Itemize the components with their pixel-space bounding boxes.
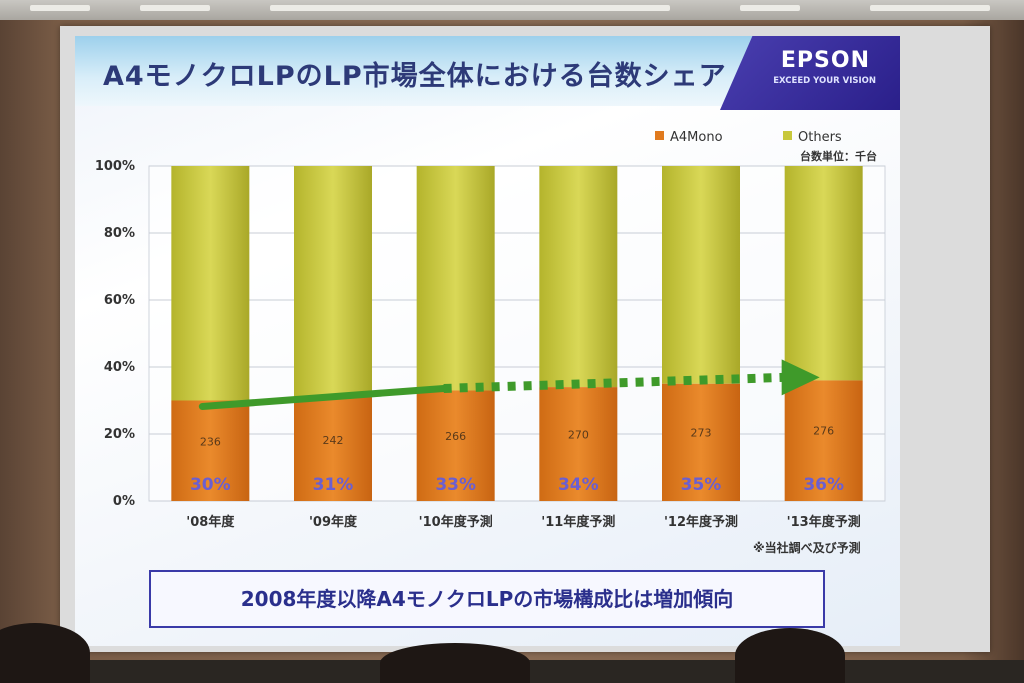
x-tick-label: '13年度予測 — [787, 514, 861, 530]
percent-label: 34% — [558, 475, 599, 495]
plot-area — [148, 165, 886, 502]
legend-swatch-others — [783, 131, 792, 140]
bar-a4mono — [294, 397, 372, 501]
legend-item-a4mono: A4Mono — [655, 130, 723, 145]
logo-box — [720, 36, 900, 110]
logo-tagline: EXCEED YOUR VISION — [773, 76, 876, 86]
trend-arrow-head — [781, 359, 820, 396]
ceiling-light — [30, 5, 90, 11]
legend-label-others: Others — [798, 130, 842, 145]
y-tick-label: 0% — [113, 494, 135, 509]
legend-item-others: Others — [783, 130, 842, 145]
legend-label-a4mono: A4Mono — [670, 130, 723, 145]
x-tick-label: '09年度 — [309, 514, 358, 530]
bar-others — [171, 166, 250, 401]
slide-title: A4モノクロLPのLP市場全体における台数シェア — [103, 61, 727, 92]
unit-note: 台数単位：千台 — [800, 150, 877, 163]
audience-head — [735, 628, 845, 683]
ceiling-light — [270, 5, 670, 11]
percent-label: 33% — [435, 475, 476, 495]
bar-a4mono — [416, 390, 495, 501]
y-tick-label: 60% — [104, 293, 135, 308]
x-tick-label: '11年度予測 — [541, 514, 615, 530]
unit-value-label: 266 — [445, 430, 466, 443]
bar-a4mono — [171, 400, 250, 501]
y-tick-label: 100% — [95, 159, 135, 174]
share-bar-chart: 0% 20% 40% 60% 80% 100% 236 30% '08年度 242 31% '09年度… — [95, 159, 886, 530]
audience-head — [0, 623, 90, 683]
bar-others — [416, 166, 495, 391]
bar-others — [784, 166, 863, 381]
ceiling-light — [740, 5, 800, 11]
epson-logo: EPSON — [780, 48, 870, 73]
unit-value-label: 270 — [568, 428, 589, 441]
bar-others — [294, 166, 372, 398]
percent-label: 30% — [190, 475, 231, 495]
y-tick-label: 40% — [104, 360, 135, 375]
bar-a4mono — [662, 383, 740, 501]
percent-label: 36% — [803, 475, 844, 495]
footnote: ※当社調べ及び予測 — [753, 541, 861, 555]
legend-swatch-a4mono — [655, 131, 664, 140]
x-tick-label: '10年度予測 — [419, 514, 493, 530]
audience-head — [380, 643, 530, 683]
percent-label: 35% — [681, 475, 722, 495]
unit-value-label: 242 — [323, 434, 344, 447]
ceiling — [0, 0, 1024, 20]
ceiling-light — [140, 5, 210, 11]
y-tick-label: 80% — [104, 226, 135, 241]
bar-a4mono — [539, 387, 618, 501]
percent-label: 31% — [313, 475, 354, 495]
y-tick-label: 20% — [104, 427, 135, 442]
presentation-slide: A4モノクロLPのLP市場全体における台数シェア EPSON EXCEED YO… — [75, 36, 900, 646]
ceiling-light — [870, 5, 990, 11]
bar-others — [662, 166, 740, 384]
callout-box: 2008年度以降A4モノクロLPの市場構成比は増加傾向 — [149, 570, 825, 628]
x-tick-label: '08年度 — [186, 514, 235, 530]
bar-a4mono — [784, 380, 863, 501]
trend-arrow-solid — [198, 384, 448, 410]
unit-value-label: 236 — [200, 436, 221, 449]
unit-value-label: 273 — [691, 427, 712, 440]
bar-others — [539, 166, 618, 388]
x-tick-label: '12年度予測 — [664, 514, 738, 530]
unit-value-label: 276 — [813, 425, 834, 438]
